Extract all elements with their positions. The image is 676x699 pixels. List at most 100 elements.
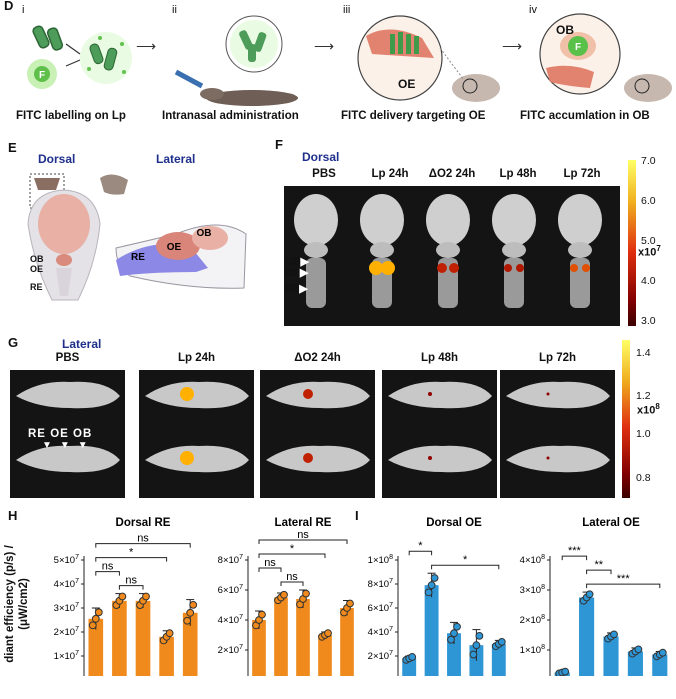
bar <box>447 633 461 676</box>
significance-bracket <box>95 543 191 548</box>
dorsal-brain-2 <box>426 194 470 308</box>
fitc-glow-icon <box>568 36 588 56</box>
data-point <box>561 667 570 676</box>
mouse-icon <box>206 90 298 106</box>
mouse-head-side-icon <box>100 174 128 195</box>
lateral-brains-1 <box>145 381 249 473</box>
data-point <box>424 588 433 597</box>
data-point <box>472 641 481 650</box>
bar <box>627 651 643 676</box>
bar <box>340 608 354 676</box>
dorsal-scale-tick: 7.0 <box>641 155 656 167</box>
dorsal-brain-3 <box>492 194 536 308</box>
intranasal-illustration <box>174 15 298 106</box>
lateral-column-header-3: Lp 48h <box>420 352 459 364</box>
lateral-header: Lateral <box>156 152 196 166</box>
panel-d-letter: D <box>4 0 14 13</box>
lateral-image-tile-2 <box>260 370 375 498</box>
lateral-re-label: RE <box>131 252 145 263</box>
data-point <box>610 630 618 639</box>
arrow-icon: ⟶ <box>136 38 157 54</box>
panel-i-letter: I <box>355 508 359 523</box>
dorsal-brains <box>294 194 602 308</box>
lateral-scale-tick: 1.4 <box>636 347 651 359</box>
lateral-image-tile-1 <box>139 370 254 498</box>
y-tick-label: 4×107 <box>54 578 79 590</box>
significance-bracket <box>118 585 144 590</box>
dorsal-re-label: RE <box>30 282 43 292</box>
data-point <box>183 616 192 625</box>
lateral-brain <box>16 381 120 409</box>
bar <box>159 636 174 676</box>
data-point <box>634 645 643 654</box>
y-tick-label: 3×108 <box>520 584 545 596</box>
fitc-labelling-illustration: F <box>27 25 132 89</box>
significance-label: * <box>418 540 423 552</box>
arrow-icon: ⟶ <box>314 38 335 54</box>
step-3-roman: iii <box>343 4 351 16</box>
panel-g-letter: G <box>8 335 19 350</box>
significance-bracket <box>258 567 282 572</box>
bar <box>135 600 151 676</box>
significance-bracket <box>561 555 588 561</box>
panel-e-letter: E <box>8 140 17 155</box>
data-point <box>447 635 455 644</box>
oe-label: OE <box>398 77 415 91</box>
y-tick-label: 1×108 <box>520 644 545 656</box>
y-tick-label: 2×107 <box>368 650 393 662</box>
bar <box>424 585 439 676</box>
data-point <box>142 592 150 601</box>
dorsal-oe-label: OE <box>30 264 44 274</box>
dorsal-scale-tick: 6.0 <box>641 195 656 207</box>
cilia-icon <box>390 32 419 54</box>
chart-title: Lateral RE <box>275 517 332 529</box>
y-tick-label: 4×107 <box>368 626 393 638</box>
lateral-oe-label: OE <box>167 242 182 253</box>
data-point <box>280 590 288 599</box>
lateral-brains-3 <box>388 381 492 473</box>
panel-f-letter: F <box>275 137 283 152</box>
significance-label: * <box>290 543 295 555</box>
fitc-badge: F <box>575 42 581 53</box>
y-tick-label: 2×107 <box>54 626 79 638</box>
bar-charts: Dorsal RE1×1072×1073×1074×1075×107ns*nsn… <box>54 517 668 676</box>
data-point <box>585 590 594 599</box>
y-tick-label: 5×107 <box>54 554 79 566</box>
significance-label: ns <box>137 533 149 545</box>
column-header-3: Lp 48h <box>499 168 537 180</box>
data-point <box>302 589 310 598</box>
data-point <box>324 629 332 638</box>
significance-bracket <box>95 557 168 562</box>
lateral-scale-tick: 1.2 <box>636 390 651 402</box>
lateral-brain <box>388 381 492 409</box>
panel-f-view: Dorsal <box>302 150 340 164</box>
bar <box>318 635 332 676</box>
y-tick-label: 8×107 <box>218 554 243 566</box>
lateral-brain <box>266 381 370 409</box>
marker-ob: OB▶ <box>284 256 309 268</box>
lateral-brain <box>145 445 249 473</box>
data-point <box>469 650 478 659</box>
mouse-head-icon <box>624 74 672 102</box>
lateral-marker-arrows-icon: ▼▼▼ <box>42 440 96 451</box>
dorsal-image-strip <box>284 186 620 326</box>
data-point <box>91 614 100 623</box>
bar <box>112 600 127 676</box>
lateral-oe-region <box>156 232 200 260</box>
significance-label: ns <box>102 561 114 573</box>
lateral-column-header-2: ΔO2 24h <box>294 352 341 364</box>
significance-label: *** <box>617 573 631 585</box>
significance-label: ns <box>264 557 276 569</box>
dorsal-brain-4 <box>558 194 602 308</box>
step-1-caption: FITC labelling on Lp <box>16 110 126 122</box>
y-tick-label: 4×107 <box>218 614 243 626</box>
lateral-image-tile-4 <box>500 370 615 498</box>
data-point <box>450 629 458 638</box>
chart-title: Dorsal RE <box>116 517 171 529</box>
step-1-roman: i <box>22 4 25 16</box>
marker-re: RE▶ <box>284 283 308 295</box>
significance-label: ns <box>286 571 298 583</box>
lateral-column-header-1: Lp 24h <box>177 352 216 364</box>
